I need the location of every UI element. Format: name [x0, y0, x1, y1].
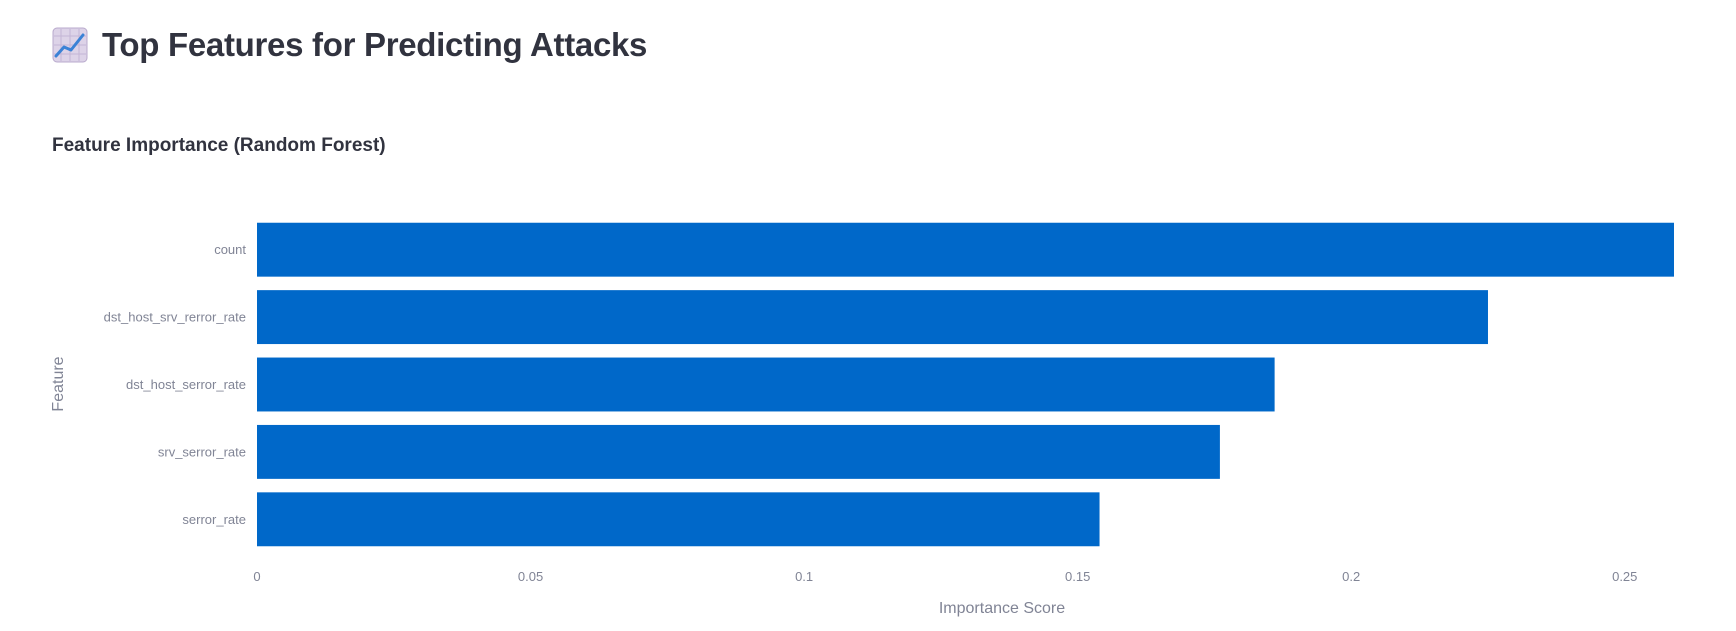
x-tick-label: 0.1: [795, 569, 813, 584]
page-header: Top Features for Predicting Attacks: [52, 26, 647, 64]
bar-count[interactable]: [257, 222, 1674, 277]
x-tick-labels: 0 0.05 0.1 0.15 0.2 0.25: [253, 569, 1637, 584]
x-tick-label: 0.2: [1342, 569, 1360, 584]
x-tick-label: 0.25: [1612, 569, 1637, 584]
page-title: Top Features for Predicting Attacks: [102, 26, 648, 63]
chart-title: Feature Importance (Random Forest): [52, 135, 386, 156]
bar-dst-host-serror-rate[interactable]: [257, 357, 1275, 412]
x-tick-label: 0: [253, 569, 260, 584]
y-axis-title: Feature: [50, 356, 67, 411]
y-tick-label: dst_host_serror_rate: [126, 377, 246, 392]
x-tick-label: 0.05: [518, 569, 543, 584]
chart-increasing-icon: [52, 27, 88, 63]
bar-srv-serror-rate[interactable]: [257, 424, 1220, 479]
bar-serror-rate[interactable]: [257, 492, 1100, 547]
y-tick-label: count: [214, 242, 246, 257]
bars-group: [257, 222, 1674, 547]
bar-dst-host-srv-rerror-rate[interactable]: [257, 290, 1488, 345]
y-tick-label: dst_host_srv_rerror_rate: [104, 310, 246, 325]
y-tick-labels: count dst_host_srv_rerror_rate dst_host_se…: [104, 242, 247, 527]
y-tick-label: serror_rate: [182, 512, 246, 527]
x-axis-title: Importance Score: [939, 600, 1065, 617]
x-tick-label: 0.15: [1065, 569, 1090, 584]
y-tick-label: srv_serror_rate: [158, 444, 246, 459]
